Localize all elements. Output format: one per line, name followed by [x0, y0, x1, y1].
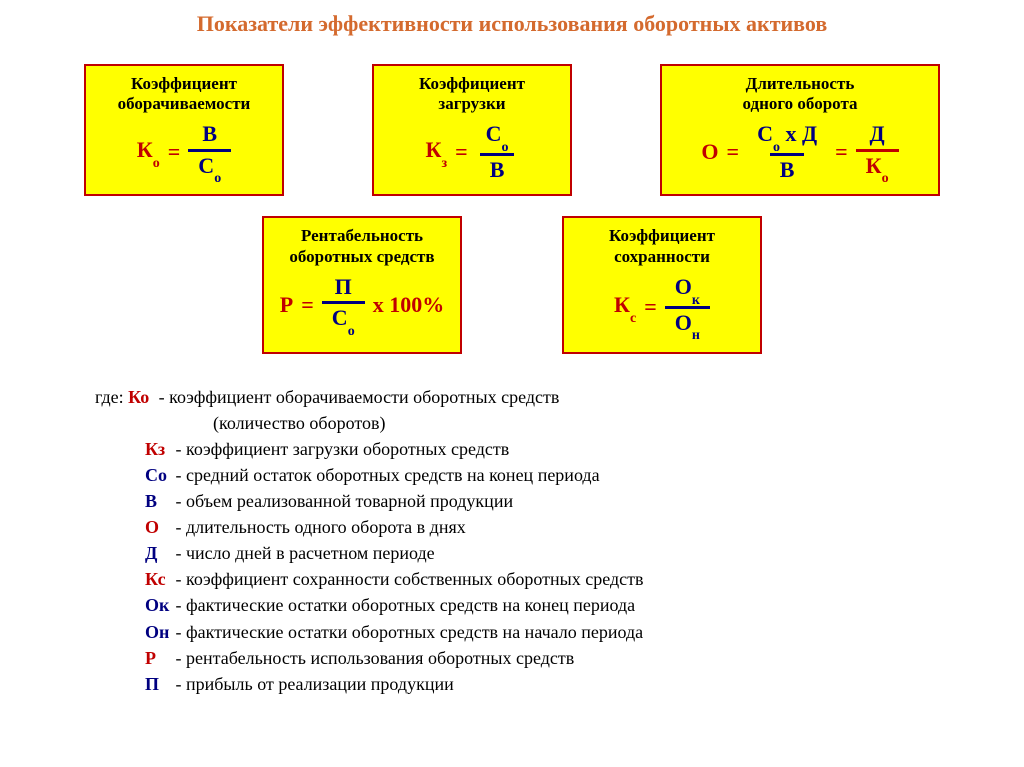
legend-symbol: Кз [145, 436, 171, 462]
denominator: В [480, 153, 515, 182]
legend-symbol: Ок [145, 592, 171, 618]
legend-item: Кз - коэффициент загрузки оборотных сред… [145, 436, 984, 462]
legend-text: - фактические остатки оборотных средств … [171, 595, 635, 615]
legend-item: Р - рентабельность использования оборотн… [145, 645, 984, 671]
formula-row-2: Рентабельностьоборотных средств Р = П Со… [40, 216, 984, 353]
fraction: П Со [322, 275, 365, 335]
legend-text: - средний остаток оборотных средств на к… [171, 465, 600, 485]
denominator: В [770, 153, 805, 182]
legend-symbol: Д [145, 540, 171, 566]
box-title: Длительностьодного оборота [676, 74, 924, 115]
fraction: Ок Он [665, 275, 710, 340]
legend: где: Ко - коэффициент оборачиваемости об… [95, 384, 984, 697]
legend-symbol: П [145, 671, 171, 697]
legend-text: - коэффициент оборачиваемости оборотных … [154, 387, 559, 407]
legend-symbol: Кс [145, 566, 171, 592]
box-profitability: Рентабельностьоборотных средств Р = П Со… [262, 216, 462, 353]
box-turnover-duration: Длительностьодного оборота О = Со х Д В … [660, 64, 940, 197]
box-title: Коэффициентоборачиваемости [100, 74, 268, 115]
sym-o: О [701, 139, 718, 165]
legend-item: Ок - фактические остатки оборотных средс… [145, 592, 984, 618]
denominator: Он [665, 306, 710, 340]
box-title: Коэффициентсохранности [578, 226, 746, 267]
numerator: Д [860, 122, 895, 148]
fraction: В Со [188, 122, 231, 182]
box-safety-coefficient: Коэффициентсохранности Кс = Ок Он [562, 216, 762, 353]
page-title: Показатели эффективности использования о… [40, 10, 984, 39]
legend-item: Он - фактические остатки оборотных средс… [145, 619, 984, 645]
legend-text: - прибыль от реализации продукции [171, 674, 454, 694]
formula-row-1: Коэффициентоборачиваемости Ко = В Со Коэ… [40, 64, 984, 197]
box-title: Коэффициентзагрузки [388, 74, 556, 115]
equals-sign: = [644, 294, 657, 320]
legend-symbol: Со [145, 462, 171, 488]
equals-sign: = [455, 139, 468, 165]
sym-ko: Ко [137, 137, 160, 167]
legend-symbol: В [145, 488, 171, 514]
legend-text: - рентабельность использования оборотных… [171, 648, 574, 668]
formula: Р = П Со х 100% [278, 275, 446, 335]
equals-sign: = [301, 292, 314, 318]
equals-sign: = [727, 139, 740, 165]
box-turnover-coefficient: Коэффициентоборачиваемости Ко = В Со [84, 64, 284, 197]
legend-text: - объем реализованной товарной продукции [171, 491, 513, 511]
fraction-2: Д Ко [856, 122, 899, 182]
numerator: Ок [665, 275, 710, 306]
denominator: Ко [856, 149, 899, 183]
times-100: х 100% [373, 292, 445, 318]
legend-symbol: Р [145, 645, 171, 671]
numerator: П [325, 275, 362, 301]
legend-symbol: О [145, 514, 171, 540]
legend-item: О - длительность одного оборота в днях [145, 514, 984, 540]
formula: О = Со х Д В = Д Ко [676, 122, 924, 182]
sym-kz: Кз [425, 137, 447, 167]
denominator: Со [188, 149, 231, 183]
legend-item: где: Ко - коэффициент оборачиваемости об… [95, 384, 984, 410]
fraction: Со В [476, 122, 519, 182]
legend-text: - коэффициент загрузки оборотных средств [171, 439, 509, 459]
equals-sign: = [168, 139, 181, 165]
box-load-coefficient: Коэффициентзагрузки Кз = Со В [372, 64, 572, 197]
equals-sign: = [835, 139, 848, 165]
denominator: Со [322, 301, 365, 335]
legend-text: - коэффициент сохранности собственных об… [171, 569, 644, 589]
box-title: Рентабельностьоборотных средств [278, 226, 446, 267]
sym-ks: Кс [614, 292, 636, 322]
legend-continuation: (количество оборотов) [213, 410, 984, 436]
legend-symbol: Ко [128, 384, 154, 410]
numerator: В [192, 122, 227, 148]
legend-item: П - прибыль от реализации продукции [145, 671, 984, 697]
legend-item: Кс - коэффициент сохранности собственных… [145, 566, 984, 592]
formula: Ко = В Со [100, 122, 268, 182]
legend-item: Со - средний остаток оборотных средств н… [145, 462, 984, 488]
legend-item: В - объем реализованной товарной продукц… [145, 488, 984, 514]
legend-item: Д - число дней в расчетном периоде [145, 540, 984, 566]
legend-text: - длительность одного оборота в днях [171, 517, 466, 537]
formula: Кс = Ок Он [578, 275, 746, 340]
numerator: Со х Д [747, 122, 827, 153]
numerator: Со [476, 122, 519, 153]
legend-where: где: [95, 387, 128, 407]
legend-text: - число дней в расчетном периоде [171, 543, 435, 563]
legend-text: - фактические остатки оборотных средств … [171, 622, 643, 642]
fraction-1: Со х Д В [747, 122, 827, 182]
formula: Кз = Со В [388, 122, 556, 182]
legend-symbol: Он [145, 619, 171, 645]
sym-p: Р [280, 292, 293, 318]
